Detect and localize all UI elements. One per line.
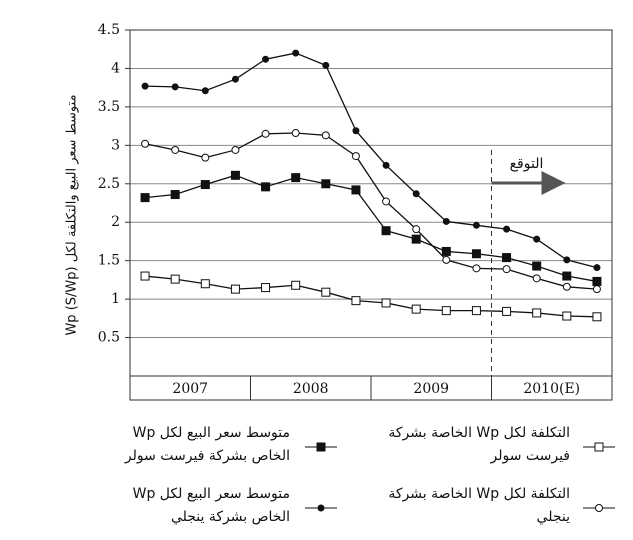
data-point — [441, 246, 451, 256]
data-point — [411, 304, 421, 314]
y-axis-label: متوسط سعر البيع والتكلفة لكل Wp (S/Wp) — [65, 94, 80, 335]
legend-marker — [594, 442, 604, 452]
data-point — [592, 312, 602, 322]
data-point — [471, 249, 481, 259]
data-point — [291, 280, 301, 290]
y-tick-label: 4 — [111, 60, 120, 76]
plot-frame — [129, 29, 613, 401]
legend-label: متوسط سعر البيع لكل Wp الخاص بشركة فيرست… — [124, 425, 290, 464]
data-point — [532, 308, 542, 318]
y-tick-label: 2 — [111, 214, 120, 230]
data-point — [503, 225, 511, 233]
legend-label: متوسط سعر البيع لكل Wp الخاص بشركة ينجلي — [132, 486, 290, 525]
series-line — [145, 52, 598, 269]
data-point — [351, 296, 361, 306]
data-point — [141, 139, 150, 148]
data-point — [351, 152, 360, 161]
data-point — [292, 49, 300, 57]
data-point — [321, 179, 331, 189]
data-point — [171, 83, 179, 91]
data-point — [562, 311, 572, 321]
data-point — [171, 145, 180, 154]
y-tick-label: 1.5 — [98, 253, 120, 269]
data-point — [411, 234, 421, 244]
legend-marker — [595, 504, 603, 512]
data-point — [291, 173, 301, 183]
data-point — [382, 161, 390, 169]
data-point — [563, 256, 571, 264]
data-point — [201, 87, 209, 95]
data-point — [562, 271, 572, 281]
data-point — [532, 261, 542, 271]
data-point — [471, 306, 481, 316]
data-point — [412, 225, 421, 234]
data-point — [472, 221, 480, 229]
data-point — [351, 185, 361, 195]
data-point — [230, 170, 240, 180]
group-label: 2007 — [172, 381, 208, 397]
annotation: التوقع — [510, 156, 544, 172]
data-point — [261, 129, 270, 138]
data-point — [592, 285, 601, 294]
data-point — [502, 306, 512, 316]
data-point — [200, 180, 210, 190]
data-point — [261, 283, 271, 293]
legend-marker — [317, 504, 325, 512]
y-tick-label: 3 — [111, 137, 120, 153]
y-tick-label: 1 — [111, 291, 120, 307]
data-point — [502, 253, 512, 263]
data-point — [381, 226, 391, 236]
data-point — [382, 197, 391, 206]
data-point — [321, 131, 330, 140]
data-point — [441, 306, 451, 316]
data-point — [533, 235, 541, 243]
data-point — [412, 190, 420, 198]
data-point — [141, 82, 149, 90]
series-line — [144, 132, 597, 290]
data-point — [532, 274, 541, 283]
data-point — [502, 265, 511, 274]
series-line — [144, 174, 598, 283]
group-label: 2009 — [413, 381, 449, 397]
data-point — [200, 279, 210, 289]
group-label: 2008 — [293, 381, 329, 397]
data-point — [261, 182, 271, 192]
y-tick-label: 4.5 — [98, 22, 120, 38]
legend-label: التكلفة لكل Wp الخاصة بشركة فيرست سولر — [388, 425, 570, 464]
legend-label: التكلفة لكل Wp الخاصة بشركة ينجلي — [388, 486, 570, 525]
data-point — [321, 287, 331, 297]
data-point — [230, 284, 240, 294]
data-point — [593, 264, 601, 272]
data-point — [291, 129, 300, 138]
group-label: 2010(E) — [523, 381, 580, 397]
y-tick-label: 2.5 — [98, 176, 120, 192]
data-point — [140, 193, 150, 203]
data-point — [352, 127, 360, 135]
data-point — [262, 55, 270, 63]
y-tick-label: 0.5 — [98, 330, 120, 346]
data-point — [231, 75, 239, 83]
data-point — [170, 190, 180, 200]
data-point — [322, 61, 330, 69]
data-point — [472, 264, 481, 273]
data-point — [442, 255, 451, 264]
series-line — [144, 275, 597, 318]
data-point — [592, 276, 602, 286]
data-point — [442, 217, 450, 225]
data-point — [201, 153, 210, 162]
y-tick-label: 3.5 — [98, 99, 120, 115]
legend-marker — [316, 442, 326, 452]
data-point — [170, 274, 180, 284]
data-point — [562, 282, 571, 291]
data-point — [381, 298, 391, 308]
data-point — [231, 145, 240, 154]
data-point — [140, 271, 150, 281]
